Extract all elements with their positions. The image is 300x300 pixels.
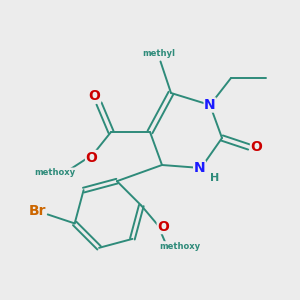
Text: N: N — [194, 161, 205, 175]
Text: N: N — [204, 98, 216, 112]
Text: Br: Br — [28, 204, 46, 218]
Text: O: O — [85, 151, 98, 164]
Text: H: H — [210, 172, 219, 183]
Text: methoxy: methoxy — [159, 242, 200, 250]
Text: methoxy: methoxy — [34, 168, 76, 177]
Text: O: O — [88, 89, 101, 103]
Text: methyl: methyl — [142, 49, 176, 58]
Text: O: O — [250, 140, 262, 154]
Text: O: O — [157, 220, 169, 234]
